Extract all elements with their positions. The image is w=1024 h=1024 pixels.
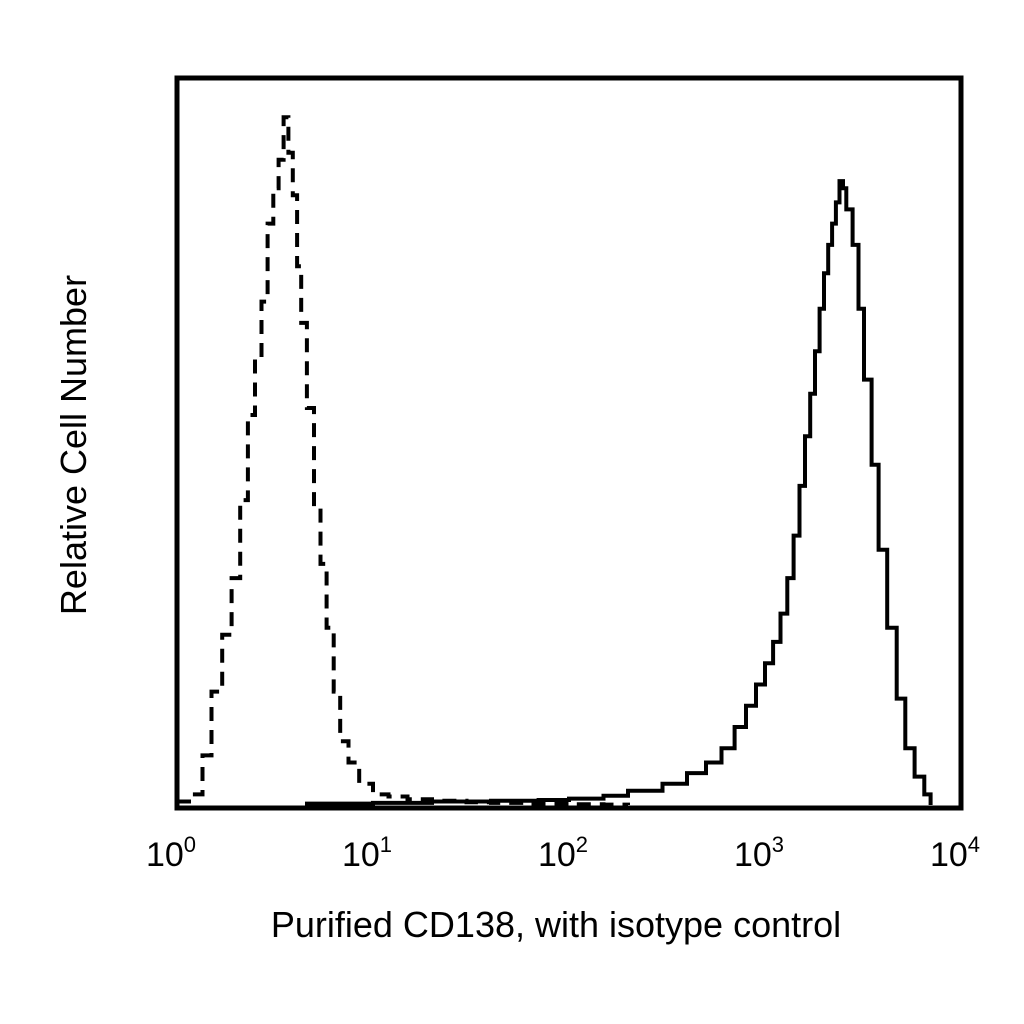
x-tick-label: 104	[930, 832, 980, 874]
x-tick-label: 101	[342, 832, 392, 874]
y-axis-label: Relative Cell Number	[53, 275, 94, 615]
x-tick-label: 100	[146, 832, 196, 874]
cd138-histogram	[305, 179, 933, 806]
x-axis-label: Purified CD138, with isotype control	[271, 904, 841, 945]
x-tick-label: 103	[734, 832, 784, 874]
isotype-control-histogram	[177, 115, 630, 807]
plot-area	[177, 115, 933, 807]
x-tick-labels: 100 101 102 103 104	[146, 832, 980, 874]
x-tick-label: 102	[538, 832, 588, 874]
plot-frame	[174, 75, 964, 811]
